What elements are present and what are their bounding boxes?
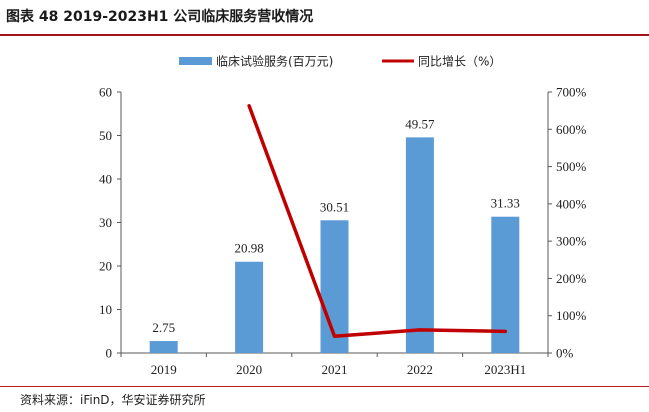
left-axis-tick-label: 0 — [106, 346, 113, 361]
bar — [149, 341, 178, 353]
footer-divider — [0, 386, 649, 387]
bar-series — [149, 137, 520, 353]
x-axis-tick-label: 2019 — [151, 362, 177, 377]
left-axis-tick-label: 60 — [99, 85, 112, 100]
growth-line — [247, 104, 508, 338]
bar — [405, 137, 434, 353]
title-divider — [0, 34, 649, 36]
bar — [235, 261, 264, 353]
data-labels: 2.75 20.98 30.51 49.57 31.33 — [152, 116, 520, 335]
right-axis-tick-label: 200% — [556, 271, 587, 286]
right-axis-tick-label: 300% — [556, 234, 587, 249]
source-note: 资料来源：iFinD，华安证券研究所 — [20, 393, 206, 407]
x-axis-tick-label: 2022 — [407, 362, 433, 377]
right-axis-tick-label: 400% — [556, 196, 587, 211]
bar — [320, 220, 349, 353]
bar-data-label: 49.57 — [405, 116, 435, 131]
bar-data-label: 2.75 — [152, 320, 175, 335]
left-axis-tick-label: 50 — [99, 128, 112, 143]
bar-data-label: 31.33 — [491, 196, 520, 211]
right-axis-tick-label: 700% — [556, 85, 587, 100]
legend-swatch-bar — [179, 57, 212, 65]
chart-legend: 临床试验服务(百万元) 同比增长（%） — [179, 54, 501, 69]
right-axis-tick-label: 600% — [556, 122, 587, 137]
right-axis-tick-label: 100% — [556, 308, 587, 323]
bar-data-label: 20.98 — [234, 241, 263, 256]
left-axis-tick-label: 30 — [99, 215, 112, 230]
x-axis-tick-label: 2021 — [322, 362, 348, 377]
line-series — [247, 104, 508, 338]
left-axis-tick-label: 20 — [99, 259, 112, 274]
chart-axes: 01020304050600%100%200%300%400%500%600%7… — [99, 85, 587, 378]
legend-label-bar: 临床试验服务(百万元) — [216, 54, 333, 69]
x-axis-tick-label: 2020 — [236, 362, 262, 377]
x-axis-tick-label: 2023H1 — [484, 362, 526, 377]
left-axis-tick-label: 10 — [99, 302, 112, 317]
figure-title: 图表 48 2019-2023H1 公司临床服务营收情况 — [6, 9, 314, 25]
right-axis-tick-label: 0% — [556, 346, 574, 361]
legend-label-line: 同比增长（%） — [418, 55, 501, 69]
right-axis-tick-label: 500% — [556, 159, 587, 174]
bar-data-label: 30.51 — [320, 199, 349, 214]
left-axis-tick-label: 40 — [99, 172, 112, 187]
